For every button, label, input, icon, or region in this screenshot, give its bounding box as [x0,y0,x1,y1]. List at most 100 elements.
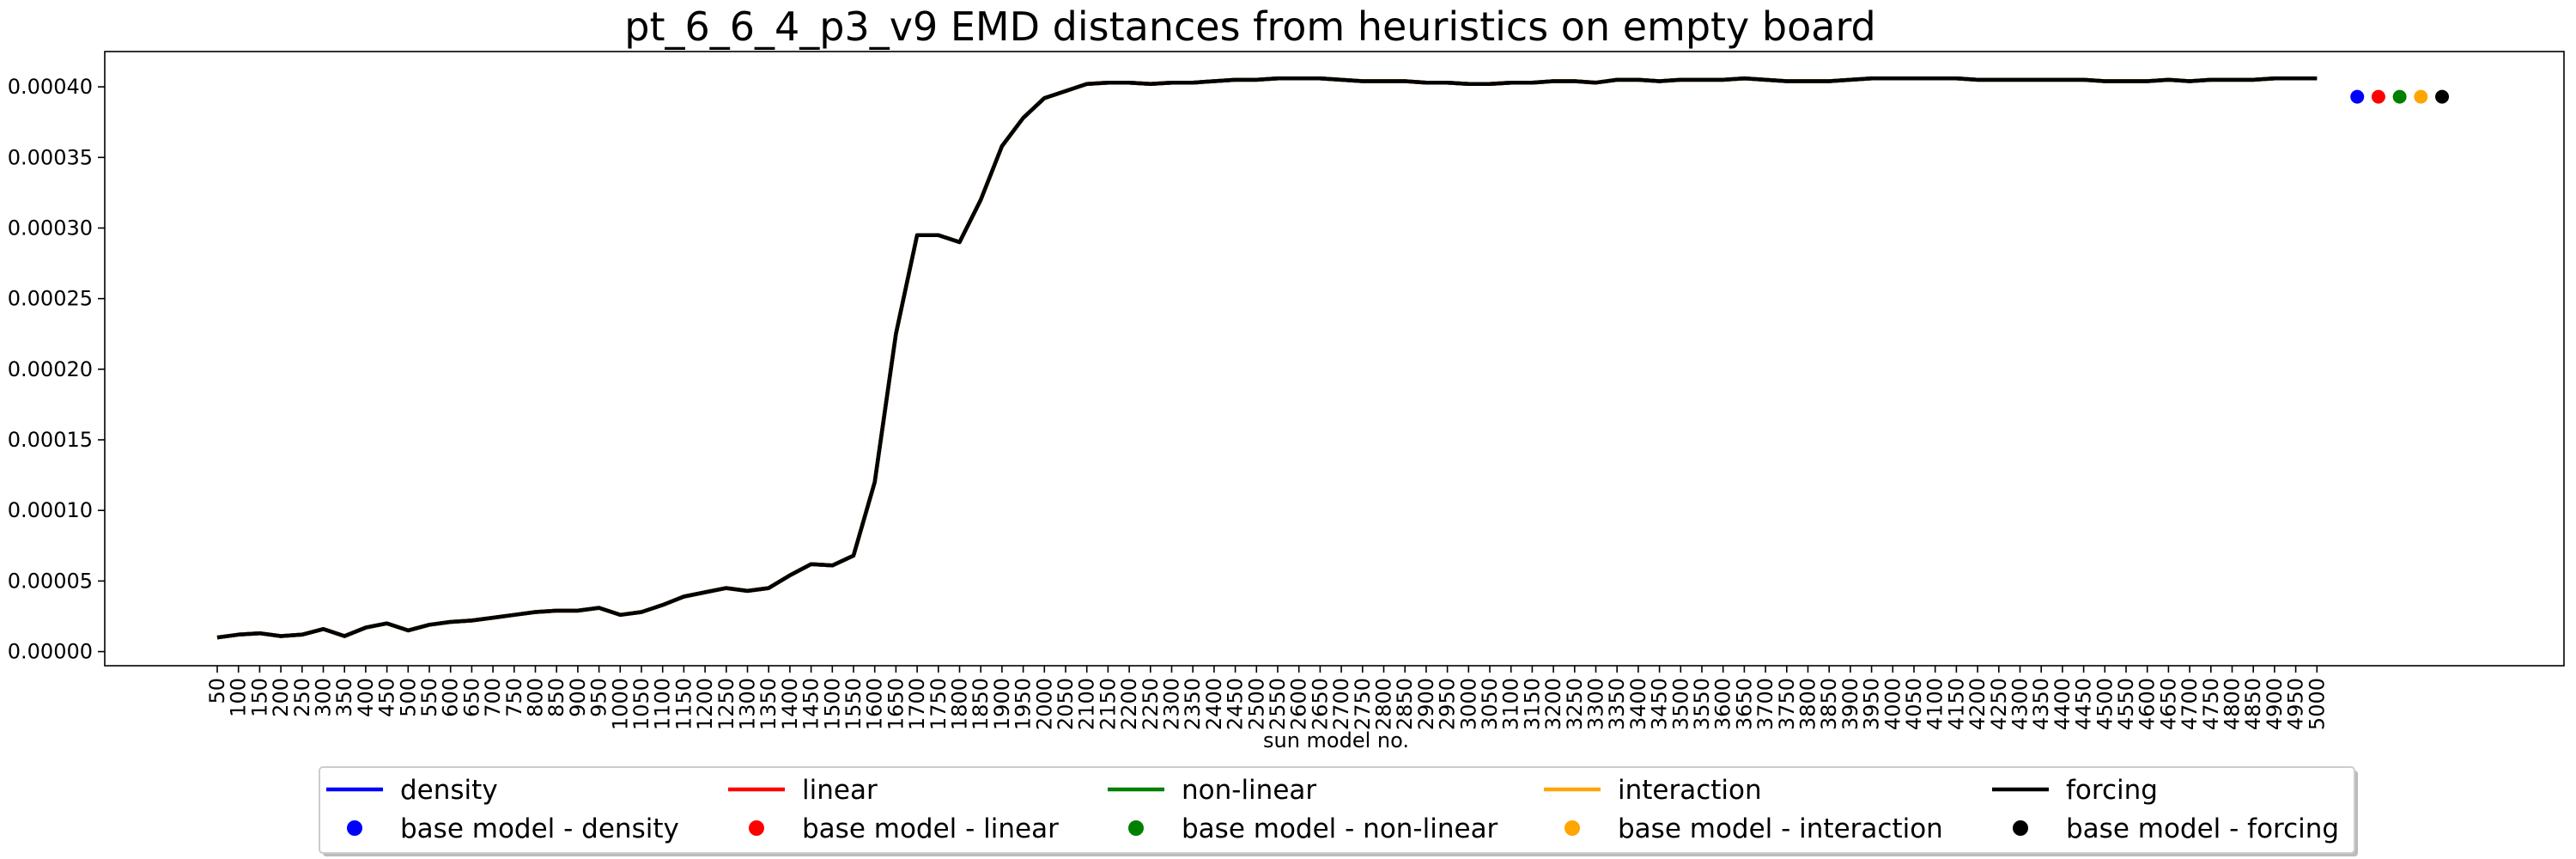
x-tick-label: 3750 [1775,678,1799,730]
x-tick-label: 3600 [1711,678,1735,730]
x-tick-label: 3850 [1817,678,1841,730]
x-tick-label: 2950 [1436,678,1460,730]
x-tick-label: 2500 [1244,678,1268,730]
y-tick-label: 0.00035 [8,145,93,169]
x-tick-label: 2350 [1181,678,1205,730]
base-model-dot [2435,89,2450,104]
x-axis-label: sun model no. [1263,728,1409,752]
x-tick-label: 500 [396,678,420,717]
x-tick-label: 4050 [1902,678,1926,730]
x-tick-label: 1450 [799,678,823,730]
x-tick-label: 450 [375,678,399,717]
y-tick-label: 0.00040 [8,75,93,99]
x-tick-label: 2900 [1414,678,1438,730]
legend-label: base model - forcing [2066,813,2339,844]
x-tick-label: 700 [481,678,505,717]
x-tick-label: 4350 [2029,678,2053,730]
x-tick-label: 950 [587,678,611,717]
x-tick-label: 5000 [2305,678,2329,730]
x-tick-label: 3900 [1838,678,1862,730]
x-tick-label: 250 [290,678,314,717]
x-tick-label: 4600 [2136,678,2160,730]
x-tick-label: 2150 [1096,678,1120,730]
y-tick-label: 0.00030 [8,216,93,240]
legend-label: base model - linear [802,813,1059,844]
series-line-linear [216,76,2318,640]
x-tick-label: 1850 [969,678,993,730]
y-tick-label: 0.00025 [8,287,93,311]
x-tick-label: 1550 [841,678,866,730]
x-tick-label: 2000 [1032,678,1056,730]
x-tick-label: 4900 [2263,678,2287,730]
legend-dot [1564,820,1580,836]
x-tick-label: 3400 [1626,678,1650,730]
x-tick-label: 1700 [905,678,929,730]
x-tick-label: 2300 [1160,678,1184,730]
x-tick-label: 3050 [1478,678,1502,730]
base-model-dot [2371,89,2385,104]
x-tick-label: 1200 [693,678,717,730]
x-tick-label: 3950 [1860,678,1884,730]
x-tick-label: 850 [544,678,568,717]
x-tick-label: 4500 [2093,678,2117,730]
series-line-interaction [216,76,2318,640]
x-tick-label: 1150 [671,678,696,730]
x-tick-label: 150 [247,678,271,717]
legend-label: non-linear [1182,775,1316,806]
x-tick-label: 1950 [1012,678,1036,730]
x-tick-label: 1400 [778,678,802,730]
x-tick-label: 3000 [1456,678,1480,730]
x-tick-label: 1250 [714,678,738,730]
series-line-forcing [216,76,2318,640]
x-tick-label: 4200 [1965,678,1990,730]
x-tick-label: 1900 [990,678,1014,730]
x-tick-label: 3650 [1732,678,1756,730]
x-tick-label: 4400 [2050,678,2075,730]
base-model-dot [2392,89,2407,104]
x-tick-label: 2450 [1224,678,1248,730]
x-tick-label: 2700 [1329,678,1353,730]
x-tick-label: 2650 [1308,678,1332,730]
x-tick-label: 3300 [1584,678,1608,730]
legend-box [319,766,2355,854]
x-tick-label: 4700 [2178,678,2202,730]
x-tick-label: 4950 [2284,678,2308,730]
x-tick-label: 4650 [2156,678,2180,730]
x-tick-label: 4000 [1880,678,1905,730]
chart-title: pt_6_6_4_p3_v9 EMD distances from heuris… [624,3,1876,50]
x-tick-label: 400 [354,678,378,717]
x-tick-label: 3700 [1753,678,1777,730]
x-tick-label: 600 [439,678,463,717]
x-tick-label: 2400 [1202,678,1226,730]
legend-label: density [400,775,498,806]
x-tick-label: 650 [459,678,483,717]
legend-label: interaction [1618,775,1762,806]
plot-frame [104,51,2565,667]
x-tick-label: 3800 [1796,678,1820,730]
legend-label: base model - non-linear [1182,813,1498,844]
legend-label: linear [802,775,878,806]
x-tick-label: 1800 [948,678,972,730]
x-tick-label: 2050 [1054,678,1078,730]
x-tick-label: 2550 [1266,678,1290,730]
x-tick-label: 1000 [608,678,632,730]
x-tick-label: 3350 [1605,678,1629,730]
x-tick-label: 300 [312,678,336,717]
x-tick-label: 3200 [1541,678,1565,730]
legend-label: base model - density [400,813,679,844]
x-tick-label: 200 [269,678,293,717]
x-tick-label: 4150 [1944,678,1968,730]
x-tick-label: 350 [332,678,356,717]
x-tick-label: 4750 [2199,678,2223,730]
x-tick-label: 3250 [1563,678,1587,730]
base-model-dot [2350,89,2365,104]
x-tick-label: 4450 [2072,678,2096,730]
legend: density linear non-linear interaction forcin… [319,766,2358,856]
x-tick-label: 4250 [1987,678,2011,730]
x-tick-label: 3100 [1499,678,1523,730]
x-tick-label: 1350 [756,678,781,730]
series-line-density [216,76,2318,640]
x-tick-label: 4800 [2221,678,2245,730]
x-tick-label: 2250 [1139,678,1163,730]
